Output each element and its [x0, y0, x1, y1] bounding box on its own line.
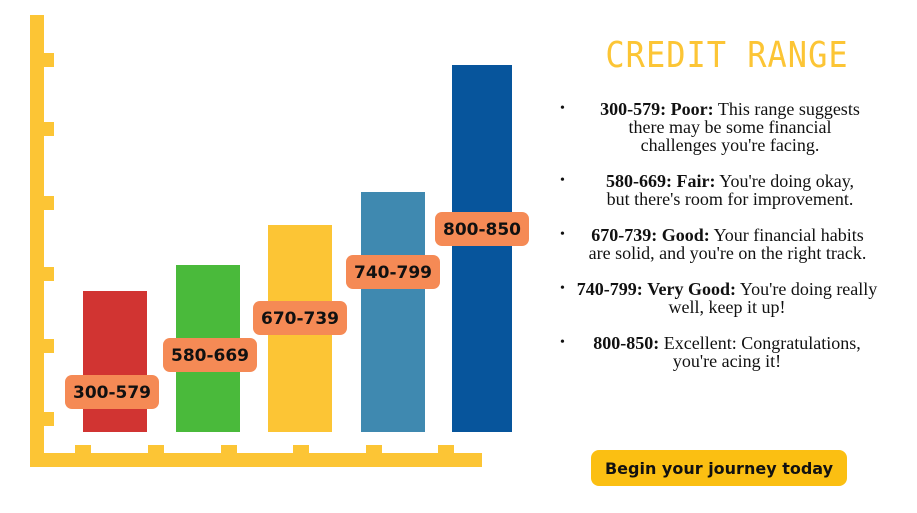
bar-label: 670-739: [261, 309, 339, 329]
bar: [83, 291, 147, 432]
bar-label: 800-850: [443, 220, 521, 240]
bar-label: 300-579: [73, 383, 151, 403]
bar: [361, 192, 425, 432]
bar-label: 580-669: [171, 346, 249, 366]
axes: [30, 15, 482, 467]
range-item: 300-579: Poor: This range suggests there…: [560, 100, 880, 154]
description: You're doing okay, but there's room for …: [606, 171, 855, 209]
range: 800-850:: [593, 333, 660, 353]
bar-label-bg: [65, 375, 159, 409]
cta-button[interactable]: Begin your journey today: [591, 450, 847, 486]
rating: Poor:: [670, 99, 714, 119]
description: Your financial habits are solid, and you…: [588, 225, 867, 263]
rating: Fair:: [676, 171, 716, 191]
bar-label-bg: [253, 301, 347, 335]
rating: Good:: [661, 225, 710, 245]
range: 740-799:: [576, 279, 643, 299]
range-item: 670-739: Good: Your financial habits are…: [560, 226, 880, 262]
bar: [452, 65, 512, 432]
rating: Very Good:: [647, 279, 737, 299]
rating: Excellent:: [663, 333, 737, 353]
bar-label-bg: [163, 338, 257, 372]
bar-label-bg: [435, 212, 529, 246]
title: CREDIT RANGE: [605, 34, 849, 76]
range-item: 800-850: Excellent: Congratulations, you…: [560, 334, 880, 370]
range-item: 580-669: Fair: You're doing okay, but th…: [560, 172, 880, 208]
range: 580-669:: [605, 171, 672, 191]
bar-label-bg: [346, 255, 440, 289]
description: This range suggests there may be some fi…: [628, 99, 860, 155]
range-list: 300-579: Poor: This range suggests there…: [560, 100, 880, 388]
range: 300-579:: [600, 99, 667, 119]
range-item: 740-799: Very Good: You're doing really …: [560, 280, 880, 316]
bar-label: 740-799: [354, 263, 432, 283]
range: 670-739:: [591, 225, 658, 245]
description: You're doing really well, keep it up!: [668, 279, 878, 317]
chart-graphic: 300-579 580-669 670-739 740-799 800-850: [30, 15, 529, 467]
description: Congratulations, you're acing it!: [672, 333, 861, 371]
